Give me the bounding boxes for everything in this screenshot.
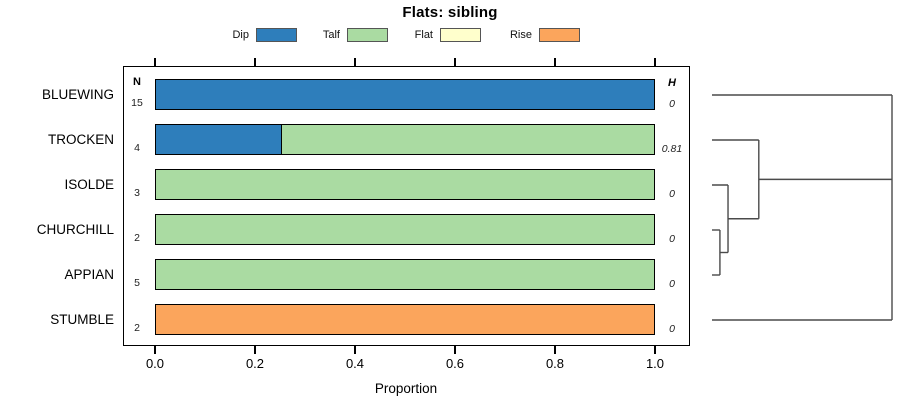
axis-tick-bottom [254,346,256,354]
axis-tick-top [154,58,156,66]
bar [155,259,655,290]
axis-tick-label: 0.4 [345,356,365,371]
n-value: 2 [134,322,140,334]
n-column-header: N [133,76,141,88]
n-value: 4 [134,142,140,154]
bar-segment-talf [156,215,654,244]
axis-tick-bottom [154,346,156,354]
legend-label: Flat [414,29,433,41]
legend-swatch [440,28,481,42]
legend-label: Talf [322,29,340,41]
legend-swatch [256,28,297,42]
h-value: 0.81 [661,143,683,155]
axis-tick-label: 0.8 [545,356,565,371]
row-label: APPIAN [64,267,114,282]
bar [155,214,655,245]
legend-item: Rise [476,27,580,43]
axis-tick-label: 1.0 [645,356,665,371]
legend-label: Rise [509,29,532,41]
axis-tick-top [454,58,456,66]
h-value: 0 [669,98,675,110]
chart-title: Flats: sibling [402,4,498,21]
axis-tick-top [354,58,356,66]
axis-tick-bottom [654,346,656,354]
axis-tick-label: 0.2 [245,356,265,371]
n-value: 2 [134,232,140,244]
bar [155,79,655,110]
bar-segment-dip [156,125,281,154]
bar-segment-talf [280,125,654,154]
h-value: 0 [669,323,675,335]
row-label: CHURCHILL [36,222,114,237]
bar [155,169,655,200]
n-value: 5 [134,277,140,289]
bar-segment-talf [156,260,654,289]
legend-item: Flat [377,27,481,43]
n-value: 15 [131,97,143,109]
bar-segment-dip [156,80,654,109]
legend-item: Dip [193,27,297,43]
row-label: TROCKEN [47,132,114,147]
axis-tick-label: 0.0 [145,356,165,371]
h-column-header: H [668,77,676,89]
bar [155,124,655,155]
plot-box [123,66,690,346]
axis-tick-top [254,58,256,66]
axis-tick-bottom [554,346,556,354]
row-label: BLUEWING [41,87,114,102]
bar [155,304,655,335]
row-label: ISOLDE [64,177,114,192]
axis-tick-label: 0.6 [445,356,465,371]
axis-tick-top [554,58,556,66]
bar-segment-talf [156,170,654,199]
axis-tick-bottom [354,346,356,354]
n-value: 3 [134,187,140,199]
axis-tick-bottom [454,346,456,354]
legend-swatch [347,28,388,42]
legend-label: Dip [232,29,249,41]
x-axis-title: Proportion [374,381,438,396]
h-value: 0 [669,188,675,200]
h-value: 0 [669,278,675,290]
row-label: STUMBLE [50,312,114,327]
h-value: 0 [669,233,675,245]
legend-item: Talf [284,27,388,43]
legend-swatch [539,28,580,42]
axis-tick-top [654,58,656,66]
bar-segment-rise [156,305,654,334]
